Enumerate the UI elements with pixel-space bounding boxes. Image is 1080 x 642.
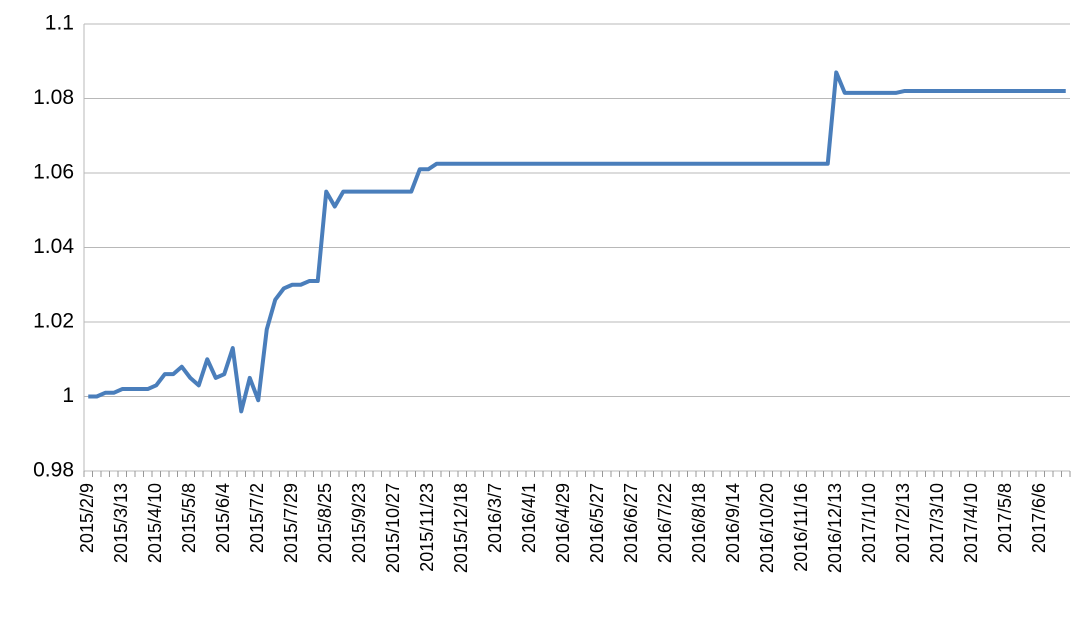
x-tick-label: 2015/9/23: [349, 483, 369, 563]
x-tick-label: 2015/2/9: [77, 483, 97, 553]
x-tick-label: 2015/7/29: [281, 483, 301, 563]
x-tick-label: 2015/7/2: [247, 483, 267, 553]
x-tick-label: 2015/3/13: [111, 483, 131, 563]
x-tick-label: 2017/4/10: [961, 483, 981, 563]
y-tick-label: 1.08: [33, 86, 74, 109]
data-line: [88, 70, 1066, 414]
y-tick-label: 1.02: [33, 310, 74, 333]
y-tick-label: 0.98: [33, 459, 74, 482]
x-tick-label: 2017/6/6: [1029, 483, 1049, 553]
x-tick-label: 2017/3/10: [927, 483, 947, 563]
x-tick-label: 2015/6/4: [213, 483, 233, 553]
x-tick-label: 2016/11/16: [791, 483, 811, 572]
x-tick-label: 2015/11/23: [417, 483, 437, 572]
x-tick-label: 2016/4/29: [553, 483, 573, 563]
x-tick-label: 2016/6/27: [621, 483, 641, 563]
y-tick-label: 1.06: [33, 161, 74, 184]
x-tick-label: 2016/12/13: [825, 483, 845, 573]
x-tick-label: 2015/10/27: [383, 483, 403, 573]
x-tick-label: 2015/4/10: [145, 483, 165, 563]
y-tick-label: 1.1: [45, 12, 74, 35]
x-tick-label: 2016/5/27: [587, 483, 607, 563]
x-tick-label: 2016/4/1: [519, 483, 539, 553]
x-tick-label: 2016/10/20: [757, 483, 777, 573]
x-tick-label: 2015/8/25: [315, 483, 335, 563]
x-tick-label: 2016/8/18: [689, 483, 709, 563]
x-tick-label: 2015/5/8: [179, 483, 199, 553]
x-tick-label: 2016/7/22: [655, 483, 675, 563]
x-tick-label: 2017/5/8: [995, 483, 1015, 553]
x-tick-label: 2016/9/14: [723, 483, 743, 563]
x-tick-label: 2015/12/18: [451, 483, 471, 573]
y-tick-label: 1: [62, 384, 74, 407]
x-tick-label: 2017/2/13: [893, 483, 913, 563]
y-tick-label: 1.04: [33, 235, 74, 258]
x-tick-label: 2017/1/10: [859, 483, 879, 563]
x-tick-label: 2016/3/7: [485, 483, 505, 553]
